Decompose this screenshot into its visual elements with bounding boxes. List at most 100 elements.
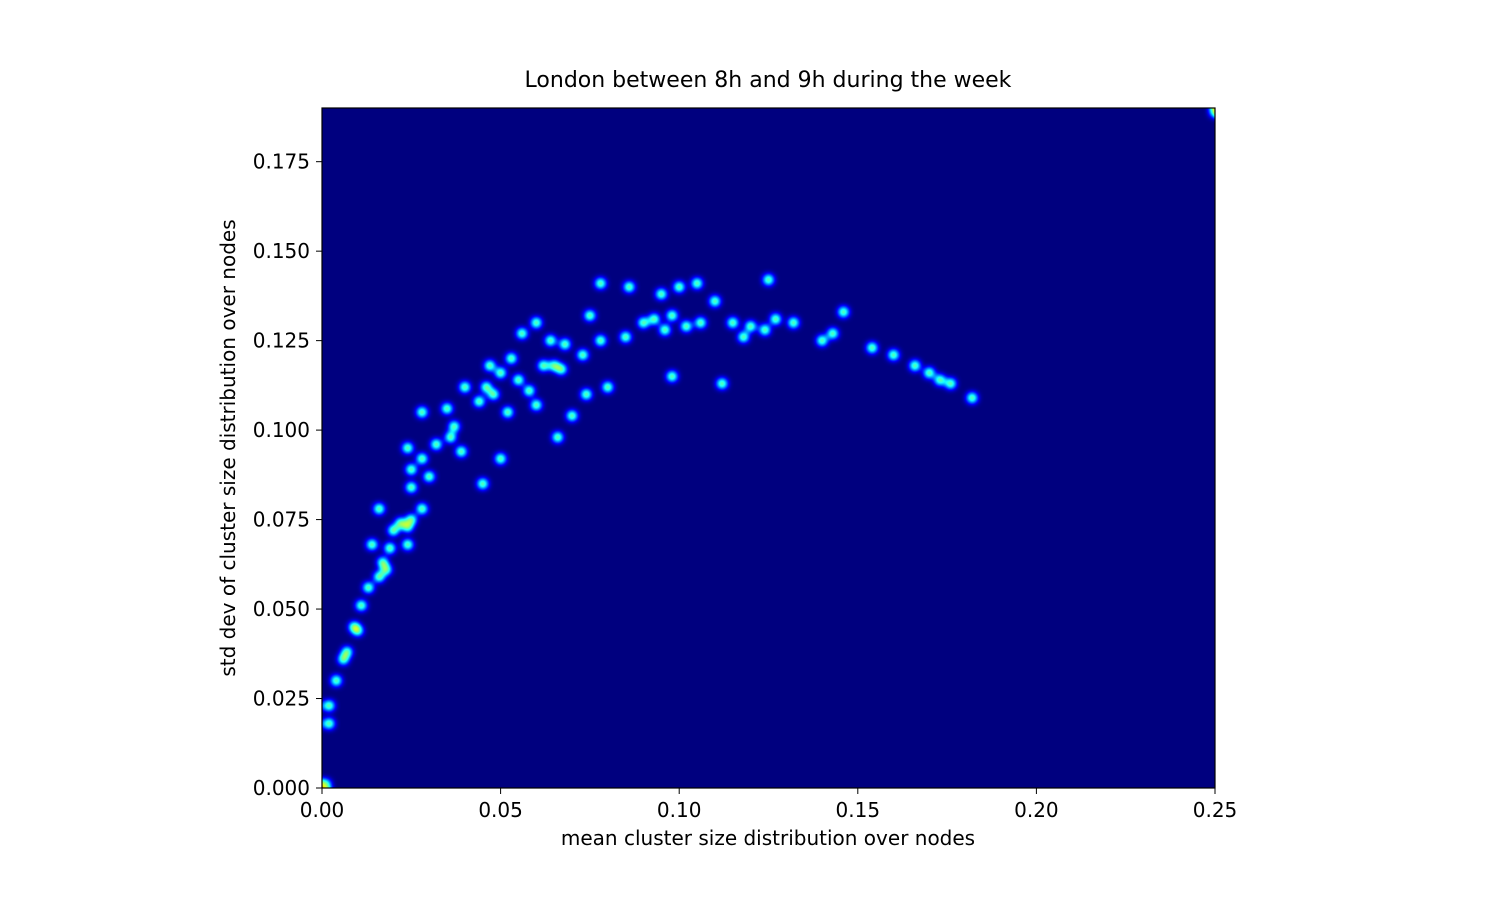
density-point <box>667 371 678 382</box>
density-point <box>967 392 978 403</box>
density-point <box>417 503 428 514</box>
density-point <box>559 339 570 350</box>
y-tick-label: 0.125 <box>253 329 310 353</box>
y-tick-label: 0.000 <box>253 776 310 800</box>
density-point <box>934 375 945 385</box>
density-point <box>817 335 828 346</box>
density-point <box>495 453 506 464</box>
density-point <box>538 360 549 371</box>
y-tick-label: 0.025 <box>253 687 310 711</box>
density-point <box>531 400 542 411</box>
density-point <box>867 342 878 353</box>
density-point <box>827 328 838 339</box>
density-point <box>595 335 606 346</box>
y-tick-label: 0.100 <box>253 418 310 442</box>
density-point <box>424 471 435 482</box>
density-point <box>656 289 667 300</box>
density-point <box>770 314 781 325</box>
density-point <box>459 382 470 393</box>
density-point <box>406 514 417 525</box>
density-point <box>620 332 631 343</box>
density-point <box>402 443 413 453</box>
density-point <box>388 525 399 536</box>
density-point <box>763 274 774 285</box>
density-point <box>356 600 367 611</box>
density-point <box>659 324 670 335</box>
density-point <box>888 349 899 360</box>
plot-background <box>322 108 1215 788</box>
x-tick-label: 0.00 <box>300 798 345 822</box>
density-point <box>738 332 749 343</box>
x-tick-label: 0.10 <box>657 798 702 822</box>
density-point <box>474 396 485 407</box>
density-point <box>374 571 385 582</box>
density-point <box>456 446 467 457</box>
density-point <box>367 539 378 550</box>
density-point <box>727 317 738 328</box>
y-tick-label: 0.050 <box>253 597 310 621</box>
chart-title: London between 8h and 9h during the week <box>525 68 1012 93</box>
density-point <box>417 407 428 418</box>
density-point <box>692 278 703 289</box>
density-point <box>477 478 488 489</box>
density-point <box>581 389 592 400</box>
density-point <box>709 296 720 307</box>
density-point <box>577 349 588 360</box>
density-point <box>402 539 413 550</box>
density-point <box>488 389 499 400</box>
density-point <box>545 335 556 346</box>
density-point <box>567 410 578 421</box>
density-point <box>531 317 542 328</box>
density-point <box>667 310 678 321</box>
density-point <box>674 281 685 292</box>
density-point <box>909 360 920 371</box>
density-point <box>638 317 649 328</box>
density-point <box>442 403 453 414</box>
density-point <box>484 360 495 371</box>
y-tick-label: 0.150 <box>253 239 310 263</box>
density-point <box>595 278 606 289</box>
density-point <box>517 328 528 339</box>
density-point <box>649 314 660 325</box>
density-point <box>838 307 849 317</box>
y-tick-label: 0.175 <box>253 150 310 174</box>
density-point <box>445 432 456 443</box>
density-point <box>945 378 956 389</box>
x-tick-label: 0.15 <box>836 798 881 822</box>
density-point <box>449 421 460 432</box>
density-point <box>681 321 692 332</box>
density-point <box>331 675 342 686</box>
density-point <box>417 453 428 464</box>
density-point <box>342 647 353 657</box>
density-point <box>431 439 442 450</box>
density-point <box>324 718 335 729</box>
density-point <box>602 382 613 393</box>
density-point <box>556 364 567 375</box>
density-point <box>924 367 935 378</box>
density-point <box>495 367 506 378</box>
density-point <box>695 317 706 328</box>
density-point <box>1210 108 1215 117</box>
density-point <box>324 700 335 711</box>
density-point <box>506 353 517 364</box>
density-point <box>406 464 417 475</box>
density-image <box>322 108 1215 788</box>
plot-frame <box>321 107 1216 789</box>
density-point <box>552 432 563 443</box>
density-point <box>322 779 331 788</box>
density-point <box>759 324 770 335</box>
density-point <box>352 625 363 636</box>
density-point <box>745 321 756 332</box>
density-point <box>381 564 392 575</box>
density-point <box>481 382 492 393</box>
density-point <box>624 281 635 292</box>
y-axis-label: std dev of cluster size distribution ove… <box>216 219 240 676</box>
x-tick-label: 0.20 <box>1014 798 1059 822</box>
density-point <box>502 407 513 418</box>
x-axis-label: mean cluster size distribution over node… <box>561 826 975 850</box>
density-point <box>584 310 595 321</box>
x-tick-label: 0.05 <box>478 798 523 822</box>
density-point <box>374 503 385 514</box>
x-tick-label: 0.25 <box>1193 798 1238 822</box>
